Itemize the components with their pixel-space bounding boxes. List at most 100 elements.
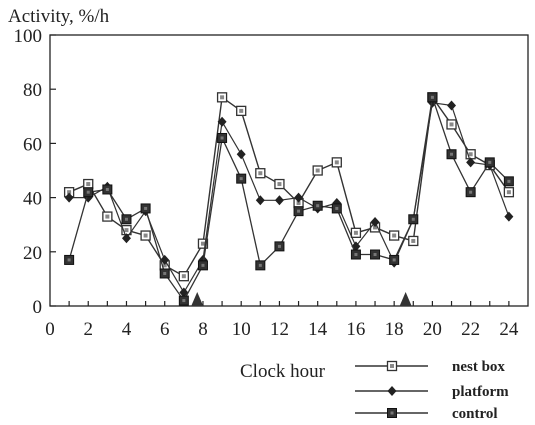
data-point-nest-box (312, 165, 323, 176)
data-point-control-inner (507, 179, 511, 183)
data-point-control (484, 157, 495, 168)
data-point-platform (236, 149, 246, 160)
data-point-control-inner (430, 95, 434, 99)
data-point-control-inner (469, 190, 473, 194)
data-point-platform (294, 192, 304, 203)
data-point-platform (447, 100, 457, 111)
data-point-control (465, 187, 476, 198)
data-point-control (197, 260, 208, 271)
data-point-nest-box (197, 238, 209, 249)
data-point-control-inner (86, 190, 90, 194)
data-point-nest-box-inner (220, 95, 225, 100)
y-tick-label: 40 (23, 189, 42, 210)
data-point-nest-box-inner (105, 214, 110, 219)
data-point-control-inner (67, 258, 71, 262)
x-tick-label: 0 (45, 319, 55, 340)
data-point-platform (121, 233, 131, 244)
data-point-control-inner (373, 253, 377, 257)
data-point-control-inner (105, 187, 109, 191)
data-point-nest-box (178, 271, 189, 282)
data-point-control-inner (297, 209, 301, 213)
legend-marker (386, 360, 398, 372)
legend: nest box platform control (355, 359, 509, 422)
data-point-nest-box-inner (373, 225, 378, 230)
data-point-nest-box-inner (181, 274, 186, 279)
data-point-control-inner (144, 206, 148, 210)
data-point-nest-box (102, 211, 113, 222)
data-point-nest-box-inner (124, 228, 129, 233)
data-point-control-inner (316, 204, 320, 208)
data-point-control (274, 241, 285, 252)
data-point-nest-box (274, 178, 285, 190)
data-point-control (427, 92, 438, 103)
y-axis: 0 20 40 60 80 100 (14, 26, 56, 318)
data-point-control (408, 214, 419, 225)
series-platform (64, 97, 514, 298)
data-point-control (121, 214, 132, 225)
data-point-platform (370, 216, 380, 227)
data-point-nest-box (389, 230, 400, 241)
data-point-nest-box-inner (277, 182, 282, 187)
data-point-nest-box-inner (468, 152, 473, 157)
x-tick-label: 6 (160, 319, 170, 340)
data-point-control-inner (124, 217, 128, 221)
data-point-control (140, 203, 151, 214)
data-point-control-inner (335, 206, 339, 210)
legend-marker (387, 386, 397, 396)
x-axis: 0 2 4 6 8 10 12 14 16 18 20 22 24 (45, 301, 519, 340)
series-layer (63, 92, 515, 306)
data-point-platform (255, 195, 265, 206)
x-axis-title: Clock hour (240, 361, 326, 382)
data-point-control-inner (258, 263, 262, 267)
series-control (64, 92, 514, 306)
data-point-control (255, 260, 266, 271)
data-point-control (446, 149, 457, 160)
x-tick-label: 10 (232, 319, 251, 340)
y-tick-label: 60 (23, 134, 42, 155)
legend-marker-inner (390, 364, 394, 368)
series-line-platform (69, 102, 510, 294)
data-point-nest-box (408, 235, 419, 247)
data-point-nest-box-inner (353, 230, 358, 235)
legend-label: control (452, 406, 498, 422)
data-point-nest-box-inner (67, 190, 72, 195)
data-point-nest-box-inner (200, 241, 205, 246)
series-nest-box (63, 92, 515, 282)
data-point-control (64, 254, 75, 265)
data-point-control-inner (201, 263, 205, 267)
data-point-platform (466, 157, 476, 168)
data-point-platform (64, 192, 74, 203)
x-tick-label: 4 (122, 319, 132, 340)
data-point-control-inner (411, 217, 415, 221)
series-line-nest-box (68, 95, 510, 278)
x-tick-label: 20 (423, 319, 442, 340)
data-point-control (331, 203, 342, 214)
data-point-nest-box (446, 119, 457, 130)
plot-frame (49, 34, 529, 307)
data-point-platform (160, 254, 170, 265)
data-point-nest-box-inner (449, 122, 454, 127)
y-tick-label: 0 (33, 297, 43, 318)
data-point-platform (504, 211, 514, 222)
data-point-nest-box-inner (143, 233, 148, 238)
legend-item-control: control (355, 406, 498, 422)
data-point-platform (179, 287, 189, 298)
legend-marker (387, 408, 397, 418)
data-point-nest-box-inner (86, 182, 91, 187)
data-point-control (217, 132, 228, 143)
data-point-control-inner (488, 160, 492, 164)
data-point-control-inner (163, 271, 167, 275)
x-tick-label: 18 (385, 319, 404, 340)
legend-item-platform: platform (355, 384, 509, 400)
x-tick-label: 14 (308, 319, 328, 340)
data-point-control-inner (277, 244, 281, 248)
data-point-nest-box (140, 230, 151, 241)
data-point-nest-box (503, 187, 515, 198)
data-point-control-inner (220, 136, 224, 140)
data-point-control-inner (239, 177, 243, 181)
data-point-control (293, 206, 304, 217)
x-tick-label: 22 (461, 319, 480, 340)
data-point-nest-box (331, 157, 342, 168)
data-point-control (389, 254, 400, 265)
x-tick-label: 2 (83, 319, 93, 340)
